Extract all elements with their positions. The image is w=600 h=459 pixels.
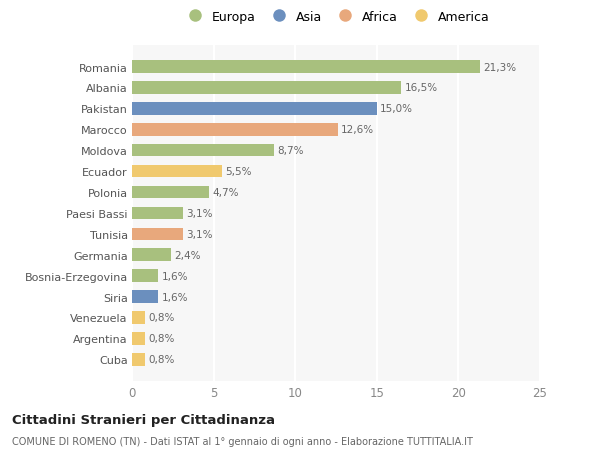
Bar [132,207,182,220]
Bar [132,124,338,136]
Bar [132,145,274,157]
Text: 4,7%: 4,7% [212,188,238,197]
Text: 2,4%: 2,4% [175,250,201,260]
Bar [132,249,171,262]
Bar [132,82,401,95]
Bar [132,353,145,366]
Text: 5,5%: 5,5% [225,167,251,177]
Text: 3,1%: 3,1% [186,230,212,239]
Text: Cittadini Stranieri per Cittadinanza: Cittadini Stranieri per Cittadinanza [12,413,275,426]
Text: 21,3%: 21,3% [483,62,516,73]
Text: 15,0%: 15,0% [380,104,413,114]
Bar [132,270,158,282]
Bar [132,312,145,324]
Bar [132,291,158,303]
Text: 1,6%: 1,6% [161,271,188,281]
Bar [132,228,182,241]
Text: 0,8%: 0,8% [148,313,175,323]
Text: 12,6%: 12,6% [341,125,374,135]
Bar [132,165,222,178]
Legend: Europa, Asia, Africa, America: Europa, Asia, Africa, America [179,8,493,26]
Bar [132,186,209,199]
Bar [132,103,377,115]
Text: COMUNE DI ROMENO (TN) - Dati ISTAT al 1° gennaio di ogni anno - Elaborazione TUT: COMUNE DI ROMENO (TN) - Dati ISTAT al 1°… [12,436,473,446]
Bar [132,332,145,345]
Text: 3,1%: 3,1% [186,208,212,218]
Text: 0,8%: 0,8% [148,334,175,344]
Text: 8,7%: 8,7% [277,146,304,156]
Text: 0,8%: 0,8% [148,354,175,364]
Text: 16,5%: 16,5% [404,83,437,93]
Text: 1,6%: 1,6% [161,292,188,302]
Bar [132,61,479,73]
